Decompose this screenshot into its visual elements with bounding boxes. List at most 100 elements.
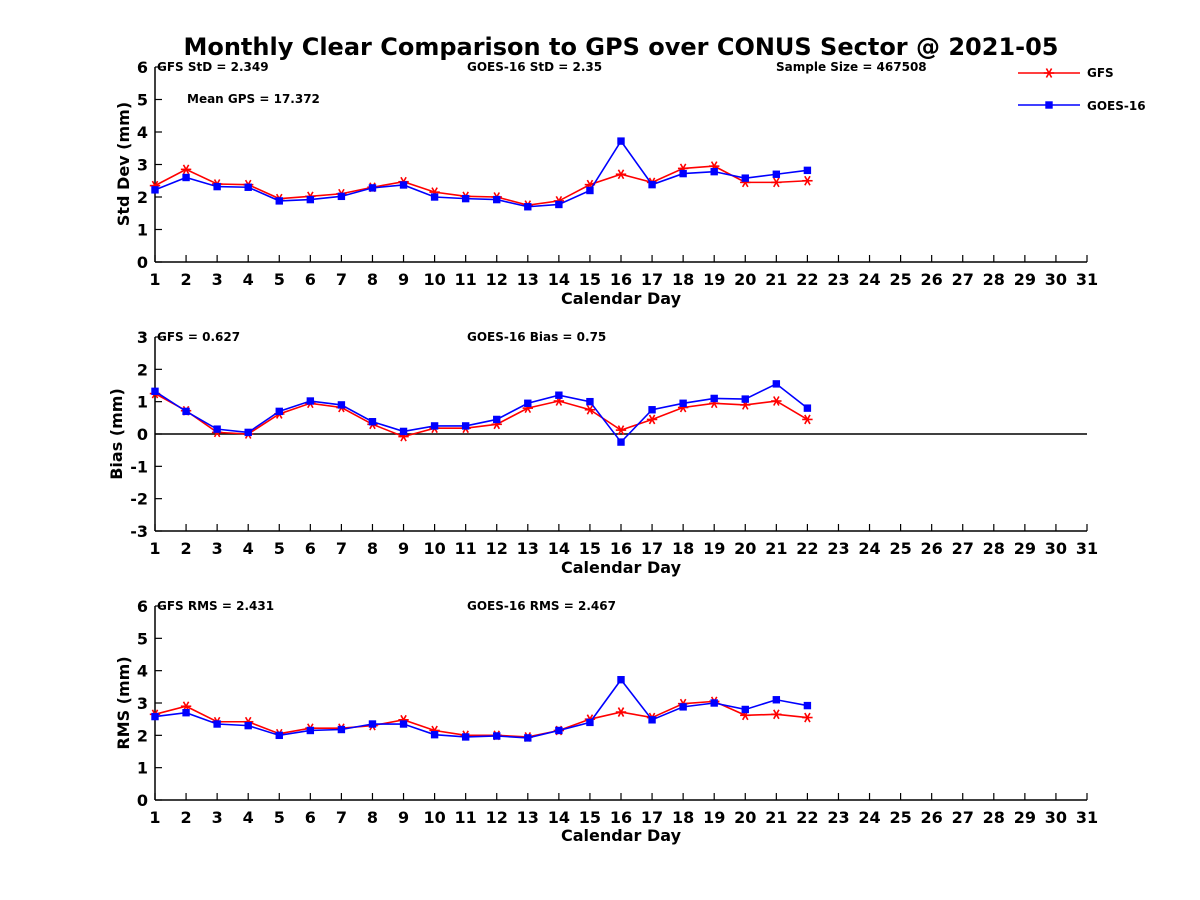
stddev-x-tick-label: 23: [827, 270, 849, 289]
bias-x-tick-label: 9: [398, 539, 409, 558]
bias-goes16-point: [244, 428, 252, 437]
bias-x-tick-label: 10: [423, 539, 445, 558]
bias-x-tick-label: 2: [180, 539, 191, 558]
stddev-x-tick-label: 25: [889, 270, 911, 289]
bias-goes16-point: [586, 397, 594, 406]
bias-goes16-point: [368, 418, 377, 426]
bias-x-tick-label: 1: [149, 539, 160, 558]
stddev-goes16-point: [151, 186, 159, 194]
stddev-goes16-point: [430, 193, 439, 201]
chart-title: Monthly Clear Comparison to GPS over CON…: [183, 33, 1058, 61]
rms-gfs-line: [154, 700, 808, 738]
rms-gfs-point: [802, 712, 813, 723]
bias-x-tick-label: 23: [827, 539, 849, 558]
rms-goes16-point: [617, 676, 625, 684]
stddev-goes16-point: [741, 174, 749, 182]
stddev-x-tick-label: 11: [455, 270, 477, 289]
rms-x-tick-label: 21: [765, 808, 787, 827]
bias-goes16-annotation: GOES-16 Bias = 0.75: [467, 330, 606, 344]
stddev-goes16-point: [679, 169, 687, 178]
stddev-gfs-point: [802, 175, 813, 186]
bias-y-tick-label: -1: [130, 457, 148, 476]
stddev-x-tick-label: 13: [517, 270, 539, 289]
stddev-goes16-point: [337, 192, 346, 201]
sample-size-annotation: Sample Size = 467508: [776, 60, 927, 74]
rms-x-tick-label: 7: [336, 808, 347, 827]
stddev-goes16-point: [524, 203, 532, 211]
stddev-y-tick-label: 1: [137, 221, 148, 240]
rms-x-tick-label: 6: [305, 808, 316, 827]
rms-goes16-point: [524, 734, 532, 742]
rms-gfs-point: [615, 707, 627, 717]
bias-x-tick-label: 25: [889, 539, 911, 558]
bias-x-tick-label: 27: [952, 539, 974, 558]
rms-goes16-point: [306, 726, 315, 735]
stddev-y-tick-label: 4: [137, 123, 148, 142]
rms-goes16-point: [182, 709, 190, 717]
rms-panel: GFS RMS = 2.431 GOES-16 RMS = 2.467 Cale…: [114, 597, 1098, 845]
stddev-goes16-line: [154, 139, 808, 208]
rms-x-tick-label: 3: [212, 808, 223, 827]
rms-goes16-point: [399, 720, 408, 728]
rms-x-tick-label: 15: [579, 808, 601, 827]
stddev-y-tick-label: 2: [137, 188, 148, 207]
rms-x-tick-label: 19: [703, 808, 725, 827]
stddev-x-tick-label: 21: [765, 270, 787, 289]
rms-x-tick-label: 12: [486, 808, 508, 827]
stddev-x-tick-label: 8: [367, 270, 378, 289]
stddev-goes16-point: [368, 184, 377, 192]
stddev-x-tick-label: 17: [641, 270, 663, 289]
rms-goes16-point: [772, 696, 781, 704]
stddev-x-tick-label: 5: [274, 270, 285, 289]
rms-x-tick-label: 13: [517, 808, 539, 827]
stddev-goes16-point: [586, 186, 594, 195]
stddev-goes16-point: [182, 173, 190, 182]
bias-x-tick-label: 18: [672, 539, 694, 558]
rms-goes16-point: [586, 718, 594, 727]
bias-y-tick-label: 1: [137, 393, 148, 412]
rms-x-tick-label: 1: [149, 808, 160, 827]
bias-goes16-point: [399, 427, 408, 436]
rms-x-tick-label: 8: [367, 808, 378, 827]
rms-x-tick-label: 28: [983, 808, 1005, 827]
stddev-x-tick-label: 2: [180, 270, 191, 289]
stddev-y-tick-label: 3: [137, 156, 148, 175]
rms-goes16-point: [803, 701, 812, 710]
bias-x-tick-label: 11: [455, 539, 477, 558]
rms-goes16-point: [430, 730, 439, 739]
bias-x-tick-label: 20: [734, 539, 756, 558]
bias-x-tick-label: 24: [858, 539, 880, 558]
stddev-goes16-point: [275, 197, 283, 205]
rms-goes16-point: [555, 726, 563, 735]
bias-goes16-point: [213, 425, 221, 433]
bias-goes16-point: [430, 422, 439, 430]
stddev-goes16-point: [213, 182, 221, 191]
bias-x-tick-label: 14: [548, 539, 570, 558]
stddev-x-tick-label: 15: [579, 270, 601, 289]
rms-x-tick-label: 23: [827, 808, 849, 827]
stddev-goes16-point: [461, 194, 470, 203]
rms-x-tick-label: 27: [952, 808, 974, 827]
bias-x-tick-label: 17: [641, 539, 663, 558]
stddev-panel: GFS StD = 2.349 GOES-16 StD = 2.35 Sampl…: [114, 58, 1098, 308]
bias-y-tick-label: -2: [130, 490, 148, 509]
rms-y-tick-label: 4: [137, 662, 148, 681]
stddev-goes16-annotation: GOES-16 StD = 2.35: [467, 60, 602, 74]
stddev-x-axis-label: Calendar Day: [561, 289, 682, 308]
rms-y-tick-label: 5: [137, 629, 148, 648]
rms-goes16-point: [461, 733, 470, 741]
stddev-x-tick-label: 28: [983, 270, 1005, 289]
legend-gfs-marker: [1043, 68, 1055, 78]
rms-x-tick-label: 20: [734, 808, 756, 827]
bias-y-tick-label: 3: [137, 328, 148, 347]
bias-x-tick-label: 31: [1076, 539, 1098, 558]
bias-goes16-point: [337, 401, 346, 409]
stddev-gfs-point: [771, 177, 782, 188]
stddev-x-tick-label: 18: [672, 270, 694, 289]
rms-goes16-point: [741, 705, 749, 714]
bias-goes16-point: [461, 422, 470, 430]
bias-goes16-point: [306, 397, 315, 405]
mean-gps-annotation: Mean GPS = 17.372: [187, 92, 320, 106]
rms-x-tick-label: 26: [921, 808, 943, 827]
stddev-y-tick-label: 6: [137, 58, 148, 77]
